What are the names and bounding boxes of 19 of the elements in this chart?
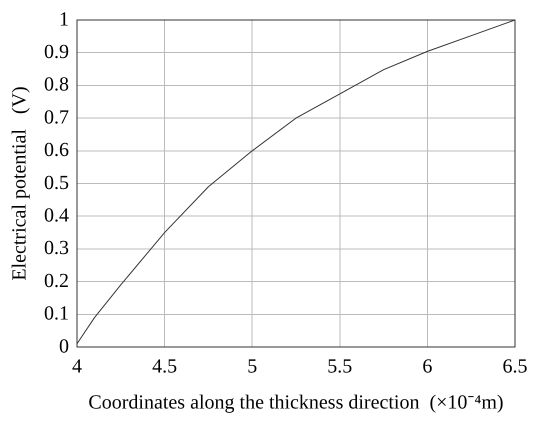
x-tick-label: 4.5 <box>152 355 178 378</box>
x-tick-label: 5 <box>247 355 258 378</box>
y-tick-label: 0.7 <box>44 106 69 128</box>
y-tick-label: 0.2 <box>44 270 69 292</box>
y-tick-label: 0.6 <box>44 139 69 162</box>
x-tick-label: 6.5 <box>502 355 528 378</box>
y-axis-title: Electrical potential (V) <box>8 86 30 281</box>
y-tick-label: 0.5 <box>44 172 69 194</box>
y-tick-label: 0.1 <box>44 302 69 325</box>
y-tick-label: 0.8 <box>44 74 69 96</box>
x-tick-label: 4 <box>72 355 82 378</box>
y-tick-label: 0.3 <box>44 237 69 260</box>
y-tick-label: 0 <box>59 335 69 358</box>
y-tick-label: 1 <box>59 8 69 30</box>
x-axis-title: Coordinates along the thickness direction (×10⁻⁴m) <box>88 391 504 414</box>
y-tick-label: 0.9 <box>44 40 69 63</box>
x-tick-label: 5.5 <box>327 355 352 378</box>
x-tick-label: 6 <box>422 355 432 378</box>
y-tick-label: 0.4 <box>44 204 69 226</box>
